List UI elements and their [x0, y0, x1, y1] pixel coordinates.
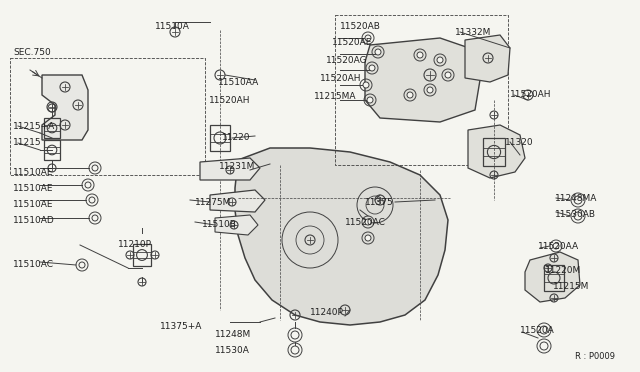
Circle shape	[85, 182, 91, 188]
Circle shape	[291, 346, 299, 354]
Text: 11231M: 11231M	[219, 162, 255, 171]
Text: 11520AH: 11520AH	[209, 96, 250, 105]
Circle shape	[92, 165, 98, 171]
Circle shape	[540, 342, 548, 350]
Text: 11240P: 11240P	[310, 308, 344, 317]
Circle shape	[553, 243, 559, 249]
Text: 11520AB: 11520AB	[340, 22, 381, 31]
Text: 11520AH: 11520AH	[320, 74, 362, 83]
Circle shape	[574, 212, 582, 220]
Text: 11220M: 11220M	[545, 266, 581, 275]
Circle shape	[291, 331, 299, 339]
Polygon shape	[365, 38, 480, 122]
Circle shape	[437, 57, 443, 63]
Text: 11530A: 11530A	[215, 346, 250, 355]
Text: 11520AH: 11520AH	[510, 90, 552, 99]
Polygon shape	[215, 215, 258, 235]
Circle shape	[365, 235, 371, 241]
Polygon shape	[465, 35, 510, 82]
Text: 11248MA: 11248MA	[555, 194, 597, 203]
Circle shape	[375, 49, 381, 55]
Text: 11320: 11320	[505, 138, 534, 147]
Text: 11510AA: 11510AA	[218, 78, 259, 87]
Text: 11332M: 11332M	[455, 28, 492, 37]
Text: 11520AG: 11520AG	[326, 56, 367, 65]
Circle shape	[363, 82, 369, 88]
Text: 11375: 11375	[365, 198, 394, 207]
Text: 11215+A: 11215+A	[13, 122, 55, 131]
Circle shape	[365, 219, 371, 225]
Circle shape	[92, 215, 98, 221]
Text: 11520AC: 11520AC	[345, 218, 386, 227]
Text: 11215M: 11215M	[553, 282, 589, 291]
Text: 11510AE: 11510AE	[13, 184, 54, 193]
Text: 11520AE: 11520AE	[332, 38, 372, 47]
Circle shape	[89, 197, 95, 203]
Bar	[44, 118, 60, 138]
Polygon shape	[210, 190, 265, 212]
Text: 11215: 11215	[13, 138, 42, 147]
Text: 11510AE: 11510AE	[13, 168, 54, 177]
Circle shape	[445, 72, 451, 78]
Bar	[483, 138, 505, 166]
Text: 11520AA: 11520AA	[538, 242, 579, 251]
Text: 11530AB: 11530AB	[555, 210, 596, 219]
Text: 11510AC: 11510AC	[13, 260, 54, 269]
Text: 11220: 11220	[222, 133, 250, 142]
Bar	[544, 265, 564, 291]
Circle shape	[427, 87, 433, 93]
Text: 11375+A: 11375+A	[160, 322, 202, 331]
Text: SEC.750: SEC.750	[13, 48, 51, 57]
Text: R : P0009: R : P0009	[575, 352, 615, 361]
Polygon shape	[42, 75, 88, 140]
Circle shape	[407, 92, 413, 98]
Text: 11275M: 11275M	[195, 198, 232, 207]
Text: 11510B: 11510B	[202, 220, 237, 229]
Polygon shape	[468, 125, 525, 178]
Bar	[44, 140, 60, 160]
Circle shape	[367, 97, 373, 103]
Bar	[210, 125, 230, 151]
Polygon shape	[235, 148, 448, 325]
Text: 11248M: 11248M	[215, 330, 252, 339]
Circle shape	[574, 196, 582, 204]
Circle shape	[79, 262, 85, 268]
Circle shape	[540, 326, 548, 334]
Polygon shape	[525, 252, 580, 302]
Text: 11510A: 11510A	[155, 22, 190, 31]
Bar	[133, 244, 151, 266]
Text: 11215MA: 11215MA	[314, 92, 356, 101]
Circle shape	[369, 65, 375, 71]
Text: 11510AE: 11510AE	[13, 200, 54, 209]
Circle shape	[365, 35, 371, 41]
Text: 11520A: 11520A	[520, 326, 555, 335]
Polygon shape	[200, 158, 260, 180]
Circle shape	[417, 52, 423, 58]
Text: 11210P: 11210P	[118, 240, 152, 249]
Text: 11510AD: 11510AD	[13, 216, 55, 225]
